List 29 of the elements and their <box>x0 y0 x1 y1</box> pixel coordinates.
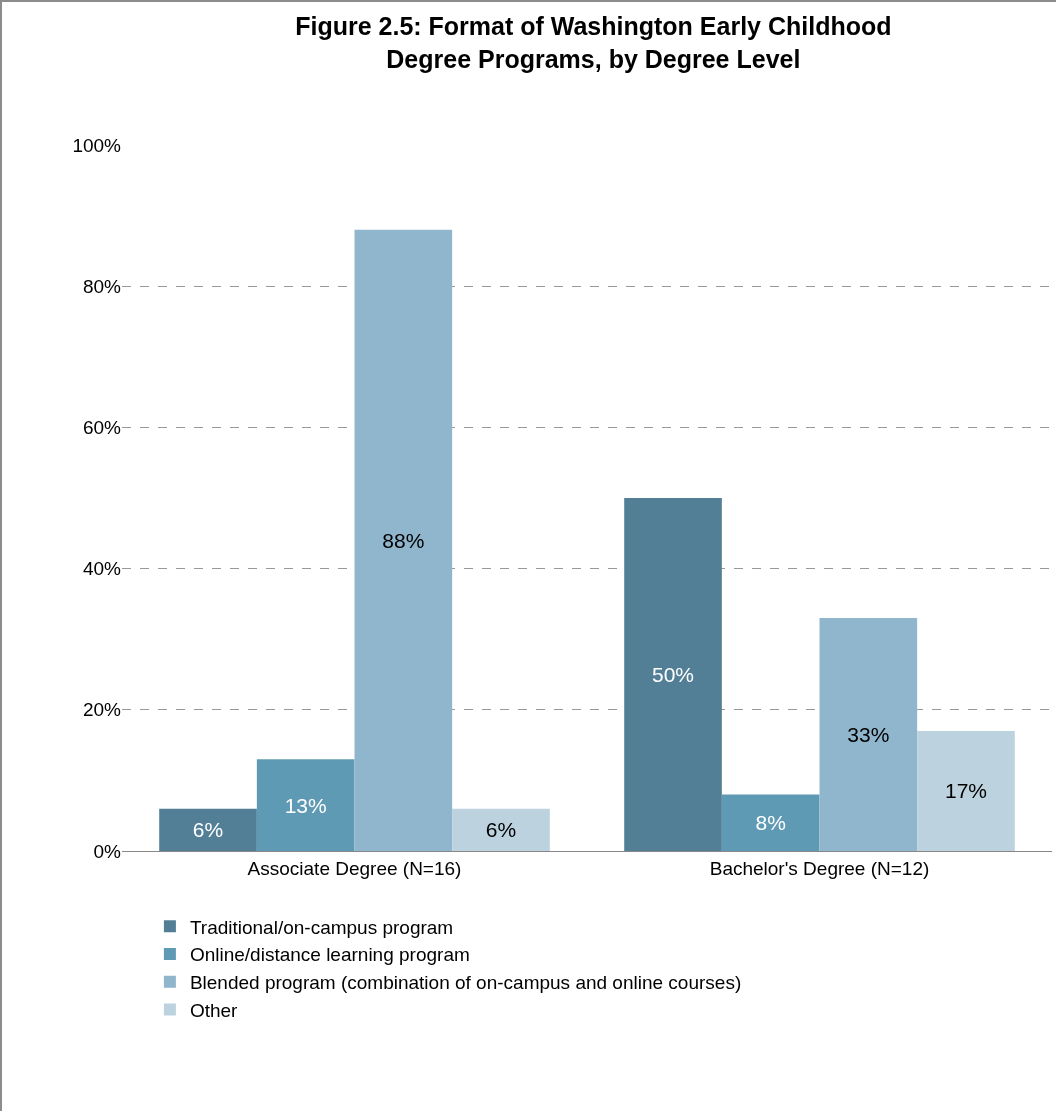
data-label: 13% <box>284 793 327 817</box>
data-label: 33% <box>847 723 890 747</box>
y-tick-label: 40% <box>82 558 122 580</box>
bar <box>819 618 918 851</box>
legend-label: Online/distance learning program <box>189 944 470 966</box>
legend-label: Other <box>189 999 239 1021</box>
legend-label: Traditional/on-campus program <box>189 916 454 938</box>
y-tick-label: 20% <box>82 699 122 721</box>
data-label: 17% <box>944 779 987 803</box>
data-label: 50% <box>652 663 695 686</box>
bar <box>452 808 550 851</box>
data-label: 6% <box>485 818 517 842</box>
x-tick-label: Associate Degree (N=16) <box>247 857 462 879</box>
legend-label: Blended program (combination of on-campus and online courses) <box>189 972 742 994</box>
x-tick-label: Bachelor's Degree (N=12) <box>709 857 930 879</box>
bar <box>159 808 257 851</box>
y-tick-label: 60% <box>82 417 122 439</box>
bar <box>721 794 820 851</box>
chart-title: Figure 2.5: Format of Washington Early Childhood Degree Programs, by Degree Level <box>295 12 892 73</box>
data-label: 88% <box>382 528 425 552</box>
bar <box>354 229 453 851</box>
data-label: 6% <box>192 818 224 842</box>
y-tick-label: 80% <box>82 275 122 297</box>
data-label: 8% <box>755 811 786 835</box>
y-tick-label: 100% <box>72 134 122 156</box>
bar <box>624 498 722 851</box>
y-tick-label: 0% <box>93 840 122 862</box>
bar <box>256 759 355 851</box>
bar <box>917 730 1015 851</box>
